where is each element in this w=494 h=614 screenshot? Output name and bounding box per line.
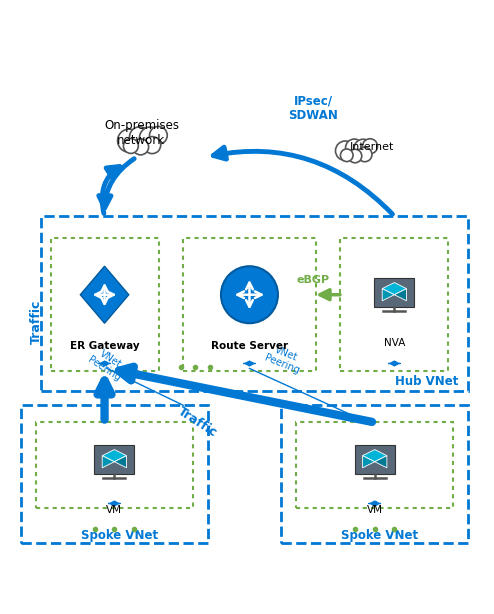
Circle shape (150, 126, 167, 144)
Polygon shape (394, 289, 407, 301)
Circle shape (340, 149, 353, 161)
Circle shape (358, 147, 372, 161)
Circle shape (144, 136, 161, 154)
Polygon shape (363, 449, 387, 462)
Bar (183, 238, 316, 371)
Bar (36, 422, 193, 508)
Text: Internet: Internet (350, 142, 394, 152)
Polygon shape (363, 456, 375, 468)
Circle shape (129, 127, 150, 147)
Text: Hub VNet: Hub VNet (395, 375, 458, 388)
Bar (282, 405, 468, 543)
Circle shape (348, 149, 362, 163)
Bar (355, 445, 395, 474)
Text: On-premises
network: On-premises network (104, 119, 179, 147)
Polygon shape (375, 456, 387, 468)
Polygon shape (382, 282, 407, 295)
Text: VM: VM (367, 505, 383, 515)
Text: Spoke VNet: Spoke VNet (341, 529, 418, 542)
Circle shape (363, 139, 377, 154)
Text: Route Server: Route Server (211, 341, 288, 351)
Text: NVA: NVA (384, 338, 405, 348)
Text: VNet
Peering: VNet Peering (263, 341, 305, 376)
Circle shape (124, 139, 138, 154)
Bar (94, 445, 134, 474)
Bar (41, 216, 468, 391)
Text: ER Gateway: ER Gateway (70, 341, 139, 351)
Circle shape (221, 266, 278, 323)
Polygon shape (102, 449, 126, 462)
Text: IPsec/
SDWAN: IPsec/ SDWAN (288, 94, 338, 122)
Circle shape (133, 139, 149, 155)
Bar (374, 278, 414, 307)
Circle shape (139, 127, 162, 149)
Text: VM: VM (106, 505, 123, 515)
Text: Traffic: Traffic (176, 405, 220, 440)
Circle shape (118, 129, 141, 152)
Circle shape (354, 139, 372, 158)
Text: Traffic: Traffic (30, 300, 43, 344)
Polygon shape (102, 456, 115, 468)
Bar (50, 238, 159, 371)
Bar (296, 422, 453, 508)
Circle shape (335, 141, 355, 160)
Polygon shape (382, 289, 394, 301)
Polygon shape (81, 266, 129, 323)
Circle shape (345, 139, 363, 157)
Polygon shape (115, 456, 126, 468)
Text: Spoke VNet: Spoke VNet (81, 529, 158, 542)
Text: VNet
Peering: VNet Peering (85, 344, 128, 383)
Bar (340, 238, 449, 371)
Bar (21, 405, 207, 543)
Text: eBGP: eBGP (297, 275, 330, 285)
